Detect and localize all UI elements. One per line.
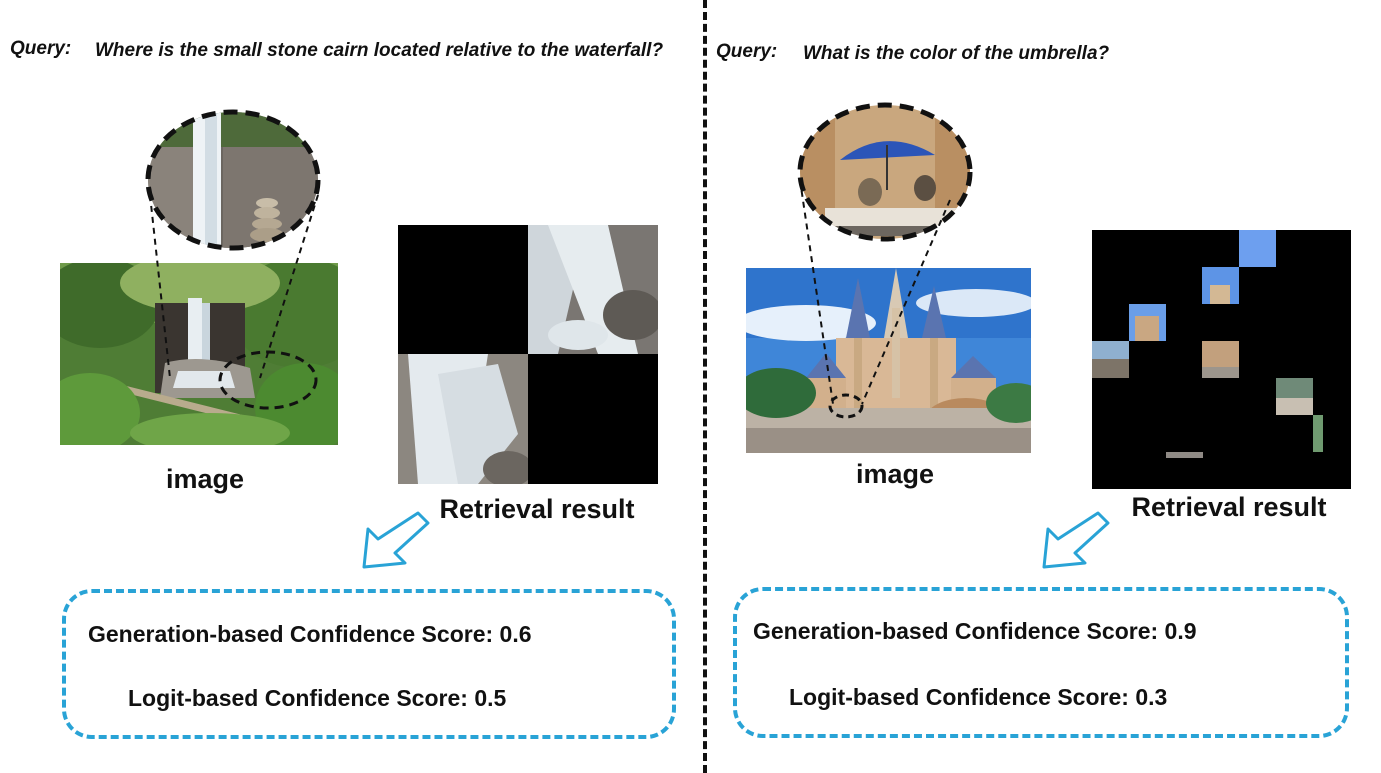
left-score-box: Generation-based Confidence Score: 0.6 L…: [62, 589, 676, 739]
left-retrieval-caption: Retrieval result: [439, 494, 635, 524]
left-gen-label: Generation-based Confidence Score:: [88, 621, 494, 647]
right-zoom-source-ellipse: [828, 393, 864, 419]
left-retrieval-tile-top-right: [528, 225, 658, 354]
left-pointer-arrow-icon: [362, 511, 430, 569]
waterfall-zoom-circle: [145, 109, 321, 251]
right-retrieval-tile: [1202, 267, 1239, 304]
right-retrieval-caption: Retrieval result: [1131, 492, 1327, 522]
left-logit-value: 0.5: [474, 685, 507, 711]
right-logit-value: 0.3: [1135, 684, 1168, 710]
left-image-caption: image: [165, 464, 245, 494]
right-query-text: What is the color of the umbrella?: [803, 43, 1110, 64]
right-gen-label: Generation-based Confidence Score:: [753, 618, 1159, 644]
left-query-text: Where is the small stone cairn located r…: [95, 40, 664, 61]
left-logit-score: Logit-based Confidence Score: 0.5: [128, 685, 506, 712]
right-score-box: Generation-based Confidence Score: 0.9 L…: [733, 587, 1349, 738]
castle-scene-image: [746, 268, 1031, 453]
left-retrieval-tile-bottom-left: [398, 354, 528, 484]
left-retrieval-result: [398, 225, 658, 484]
right-retrieval-tile: [1313, 415, 1323, 452]
left-generation-score: Generation-based Confidence Score: 0.6: [88, 621, 532, 648]
right-retrieval-result: [1092, 230, 1351, 489]
right-logit-label: Logit-based Confidence Score:: [789, 684, 1129, 710]
right-pointer-arrow-icon: [1042, 511, 1110, 569]
left-gen-value: 0.6: [499, 621, 532, 647]
right-retrieval-tile: [1166, 452, 1203, 458]
waterfall-scene-image: [60, 263, 338, 445]
left-logit-label: Logit-based Confidence Score:: [128, 685, 468, 711]
umbrella-zoom-circle: [797, 102, 973, 242]
right-generation-score: Generation-based Confidence Score: 0.9: [753, 618, 1197, 645]
right-retrieval-tile: [1239, 230, 1276, 267]
right-retrieval-tile: [1276, 378, 1313, 415]
right-retrieval-tile: [1129, 304, 1166, 341]
left-query-label: Query:: [10, 38, 72, 59]
right-gen-value: 0.9: [1164, 618, 1197, 644]
right-logit-score: Logit-based Confidence Score: 0.3: [789, 684, 1167, 711]
right-query-label: Query:: [716, 41, 778, 62]
right-retrieval-tile: [1202, 341, 1239, 378]
right-image-caption: image: [855, 459, 935, 489]
right-retrieval-tile: [1092, 341, 1129, 378]
center-divider: [703, 0, 707, 773]
